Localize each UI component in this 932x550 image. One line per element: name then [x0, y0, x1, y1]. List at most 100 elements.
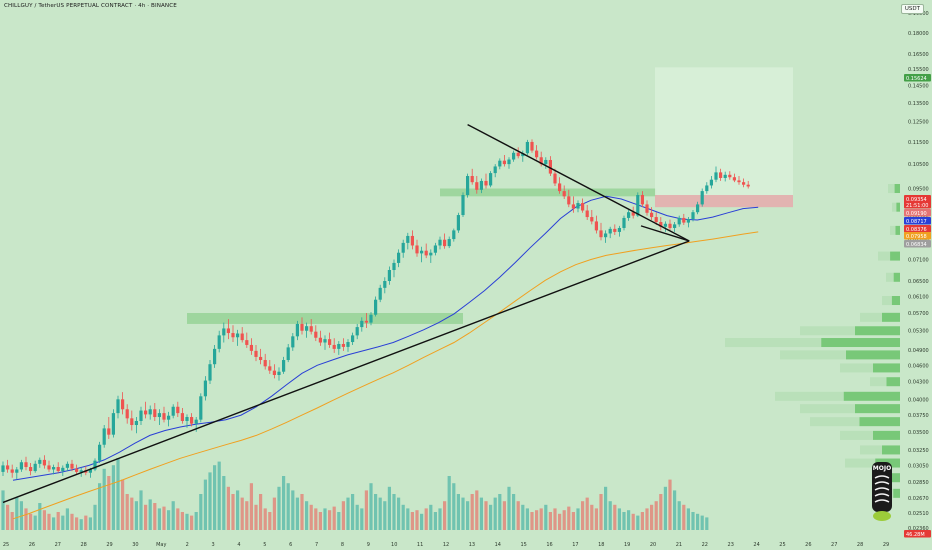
profile-bar-core-2	[895, 225, 900, 235]
time-tick-8: 3	[211, 542, 214, 548]
candle-71	[328, 339, 332, 345]
candle-108	[498, 160, 502, 167]
volume-bar-39	[180, 512, 184, 530]
volume-bar-31	[144, 504, 148, 530]
time-tick-15: 10	[391, 542, 397, 548]
profile-bar-core-8	[821, 338, 900, 348]
volume-bar-106	[489, 504, 493, 530]
profile-bar-6	[860, 312, 882, 322]
time-axis[interactable]: 25 26 27 28 29 30 May 2 3 4 5 6 7 8 9 10 11 12 13 14 15 16 17 1…	[3, 542, 889, 548]
moving-averages	[12, 195, 759, 520]
price-tick-9: 0.09500	[908, 187, 929, 193]
trendline-1	[467, 123, 690, 242]
volume-bar-22	[102, 468, 106, 530]
volume-bar-101	[466, 501, 470, 530]
candle-104	[479, 180, 483, 190]
price-tick-27: 0.02510	[908, 511, 929, 517]
volume-bar-1	[6, 504, 10, 530]
price-tick-25: 0.02850	[908, 480, 929, 486]
time-tick-16: 11	[417, 542, 423, 548]
volume-bar-115	[530, 512, 534, 530]
volume-bar-68	[314, 508, 318, 530]
volume-bar-143	[659, 494, 663, 530]
candle-133	[613, 228, 617, 232]
volume-bar-85	[392, 494, 396, 530]
candle-110	[507, 159, 511, 165]
candle-5	[24, 462, 28, 468]
price-tick-5: 0.13500	[908, 101, 929, 107]
volume-bar-86	[397, 497, 401, 530]
profile-bar-15	[840, 430, 873, 440]
candle-40	[185, 417, 189, 421]
price-tick-12: 0.07100	[908, 257, 929, 263]
volume-bar-10	[47, 513, 51, 530]
candle-2	[10, 469, 14, 473]
candle-130	[599, 230, 603, 238]
candle-43	[199, 396, 203, 420]
volume-bar-132	[608, 501, 612, 530]
volume-bar-58	[268, 512, 272, 530]
candle-118	[544, 159, 548, 165]
candle-115	[530, 141, 534, 151]
candle-102	[470, 176, 474, 183]
volume-bar-124	[571, 512, 575, 530]
price-axis[interactable]: 0.19500 0.18000 0.16500 0.15500 0.14500 0.135…	[902, 0, 932, 550]
volume-bar-96	[443, 501, 447, 530]
time-tick-30: 25	[779, 542, 785, 548]
time-tick-6: May	[156, 542, 166, 548]
candle-44	[203, 380, 207, 397]
volume-bar-121	[558, 513, 562, 530]
mojo-logo-text: MOJO	[873, 465, 891, 472]
candle-27	[125, 409, 129, 419]
volume-bar-90	[415, 510, 419, 530]
candle-90	[415, 245, 419, 254]
price-tick-10: 0.08500	[908, 214, 929, 220]
price-badge-7	[904, 240, 931, 248]
candle-159	[732, 177, 736, 181]
candle-52	[240, 333, 244, 341]
candle-162	[746, 184, 750, 187]
volume-bar-56	[259, 494, 263, 530]
profile-bar-11	[870, 377, 887, 387]
support-zone-1	[440, 188, 657, 197]
candle-132	[608, 228, 612, 234]
volume-bar-16	[75, 517, 79, 530]
price-badge-text-3: 0.09190	[906, 211, 927, 217]
price-tick-24: 0.03050	[908, 463, 929, 469]
profile-bar-core-14	[859, 417, 900, 427]
price-badge-text-5: 0.08376	[906, 227, 927, 233]
candle-33	[153, 409, 157, 418]
candle-113	[521, 153, 525, 157]
volume-bar-0	[1, 490, 5, 530]
volume-bar-37	[171, 501, 175, 530]
volume-bar-52	[240, 497, 244, 530]
time-tick-11: 6	[289, 542, 292, 548]
candle-101	[466, 176, 470, 196]
candle-78	[360, 320, 364, 328]
candle-95	[438, 239, 442, 246]
candle-148	[682, 217, 686, 223]
volume-bar-27	[125, 494, 129, 530]
profile-bar-3	[878, 251, 891, 261]
target-box	[655, 67, 793, 196]
candle-70	[323, 339, 327, 343]
time-tick-31: 26	[805, 542, 811, 548]
volume-bar-35	[162, 506, 166, 530]
profile-bar-core-16	[882, 445, 900, 455]
volume-bar-66	[305, 501, 309, 530]
mojo-logo-stripe-0	[874, 475, 890, 479]
candle-126	[581, 203, 585, 211]
volume-bar-57	[263, 508, 267, 530]
mojo-logo-stripe-4	[874, 499, 890, 503]
candle-97	[447, 239, 451, 247]
profile-bar-2	[890, 225, 896, 235]
profile-bar-core-7	[855, 326, 900, 336]
volume-bar-102	[470, 494, 474, 530]
currency-unit-button[interactable]: USDT	[900, 4, 924, 14]
candle-17	[79, 470, 83, 472]
volume-bar-120	[553, 508, 557, 530]
volume-bar-63	[291, 490, 295, 530]
volume-bar-145	[668, 479, 672, 530]
candle-60	[277, 371, 281, 375]
